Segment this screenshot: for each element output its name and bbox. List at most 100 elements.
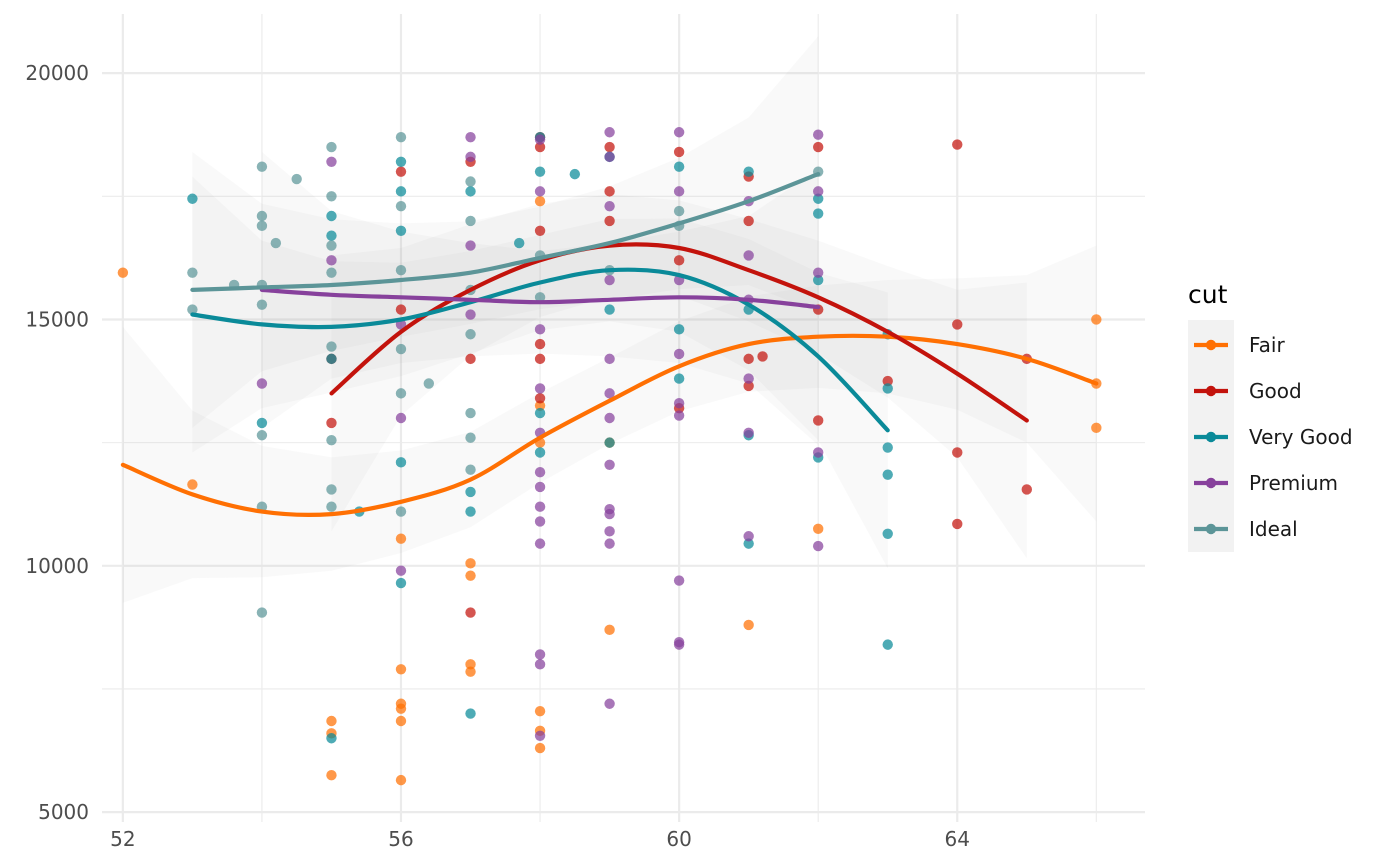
- premium-point: [326, 156, 337, 168]
- good-point: [534, 338, 546, 350]
- very-good-point: [882, 469, 893, 480]
- x-tick-label: 60: [666, 827, 691, 851]
- good-point: [743, 353, 754, 365]
- legend-label: Fair: [1249, 333, 1285, 357]
- legend-key-point: [1205, 477, 1217, 489]
- fair-smooth-line: [120, 333, 1099, 517]
- good-point: [395, 304, 407, 315]
- ideal-point: [256, 210, 268, 222]
- legend-label: Premium: [1249, 471, 1338, 495]
- good-point: [534, 393, 546, 404]
- ideal-point: [465, 215, 476, 227]
- good-point: [1021, 484, 1032, 495]
- premium-point: [604, 151, 615, 163]
- premium-point: [604, 459, 615, 471]
- premium-point: [743, 531, 754, 542]
- very-good-point: [465, 708, 476, 719]
- very-good-point: [395, 457, 407, 468]
- good-point: [757, 351, 768, 362]
- fair-point: [395, 715, 407, 727]
- very-good-point: [534, 407, 546, 419]
- premium-point: [534, 730, 546, 741]
- very-good-confidence-band: [192, 176, 888, 569]
- good-point: [812, 415, 824, 426]
- good-point: [952, 319, 963, 330]
- ideal-point: [465, 464, 476, 475]
- x-tick-label: 52: [110, 827, 135, 851]
- fair-point: [395, 774, 407, 786]
- ideal-point: [187, 304, 198, 315]
- fair-point: [534, 400, 546, 411]
- premium-point: [812, 129, 824, 140]
- very-good-point: [395, 225, 407, 236]
- fair-point: [604, 624, 615, 636]
- legend-item-premium: Premium: [1194, 471, 1338, 495]
- premium-point: [604, 200, 615, 212]
- ideal-confidence-band: [192, 36, 819, 428]
- good-point: [952, 447, 963, 458]
- ideal-point: [326, 267, 337, 278]
- very-good-point: [604, 437, 615, 448]
- good-point: [534, 141, 546, 153]
- very-good-point: [882, 639, 893, 650]
- premium-point: [604, 538, 615, 549]
- x-axis-ticks: 52 56 60 64: [110, 827, 970, 851]
- premium-point: [812, 186, 824, 197]
- good-point: [534, 225, 546, 236]
- premium-point: [534, 481, 546, 493]
- ideal-point: [395, 264, 407, 276]
- y-axis-ticks: 5000 10000 15000 20000: [25, 61, 89, 824]
- legend-item-ideal: Ideal: [1194, 517, 1298, 541]
- legend-label: Good: [1249, 379, 1302, 403]
- premium-point: [673, 348, 685, 360]
- very-good-point: [187, 193, 198, 204]
- premium-point: [812, 447, 824, 458]
- premium-point: [326, 255, 337, 266]
- premium-point: [673, 575, 685, 586]
- good-point: [604, 186, 615, 197]
- ideal-point: [673, 205, 685, 217]
- ideal-point: [465, 329, 476, 340]
- ideal-point: [326, 434, 337, 446]
- premium-point: [534, 538, 546, 549]
- fair-point: [1091, 422, 1102, 434]
- fair-point: [465, 659, 476, 670]
- very-good-point: [326, 210, 337, 222]
- y-tick-label: 10000: [25, 554, 89, 578]
- ideal-point: [326, 501, 337, 512]
- good-point: [812, 141, 824, 153]
- premium-point: [604, 412, 615, 424]
- premium-point: [673, 398, 685, 409]
- premium-point: [673, 186, 685, 197]
- very-good-point: [743, 166, 754, 177]
- very-good-point: [882, 442, 893, 453]
- good-point: [743, 380, 754, 392]
- very-good-point: [395, 577, 407, 589]
- very-good-point: [534, 166, 546, 177]
- premium-point: [604, 698, 615, 709]
- good-point: [604, 141, 615, 153]
- premium-point: [812, 540, 824, 552]
- ideal-smooth-line: [190, 172, 821, 292]
- premium-point: [604, 353, 615, 365]
- ideal-point: [326, 141, 337, 153]
- premium-point: [604, 388, 615, 399]
- ideal-point: [465, 432, 476, 443]
- legend-label: Ideal: [1249, 517, 1298, 541]
- ideal-point: [395, 131, 407, 143]
- premium-point: [812, 267, 824, 278]
- very-good-point: [326, 230, 337, 241]
- good-point: [743, 215, 754, 227]
- ideal-point: [326, 191, 337, 202]
- legend-key-point: [1205, 385, 1217, 397]
- premium-point: [534, 186, 546, 197]
- very-good-point: [882, 383, 893, 394]
- ideal-point: [465, 176, 476, 187]
- fair-point: [395, 533, 407, 544]
- very-good-point: [465, 186, 476, 197]
- good-point: [534, 353, 546, 365]
- fair-point: [395, 703, 407, 714]
- ideal-point: [395, 506, 407, 517]
- premium-point: [604, 274, 615, 286]
- good-point: [326, 417, 337, 429]
